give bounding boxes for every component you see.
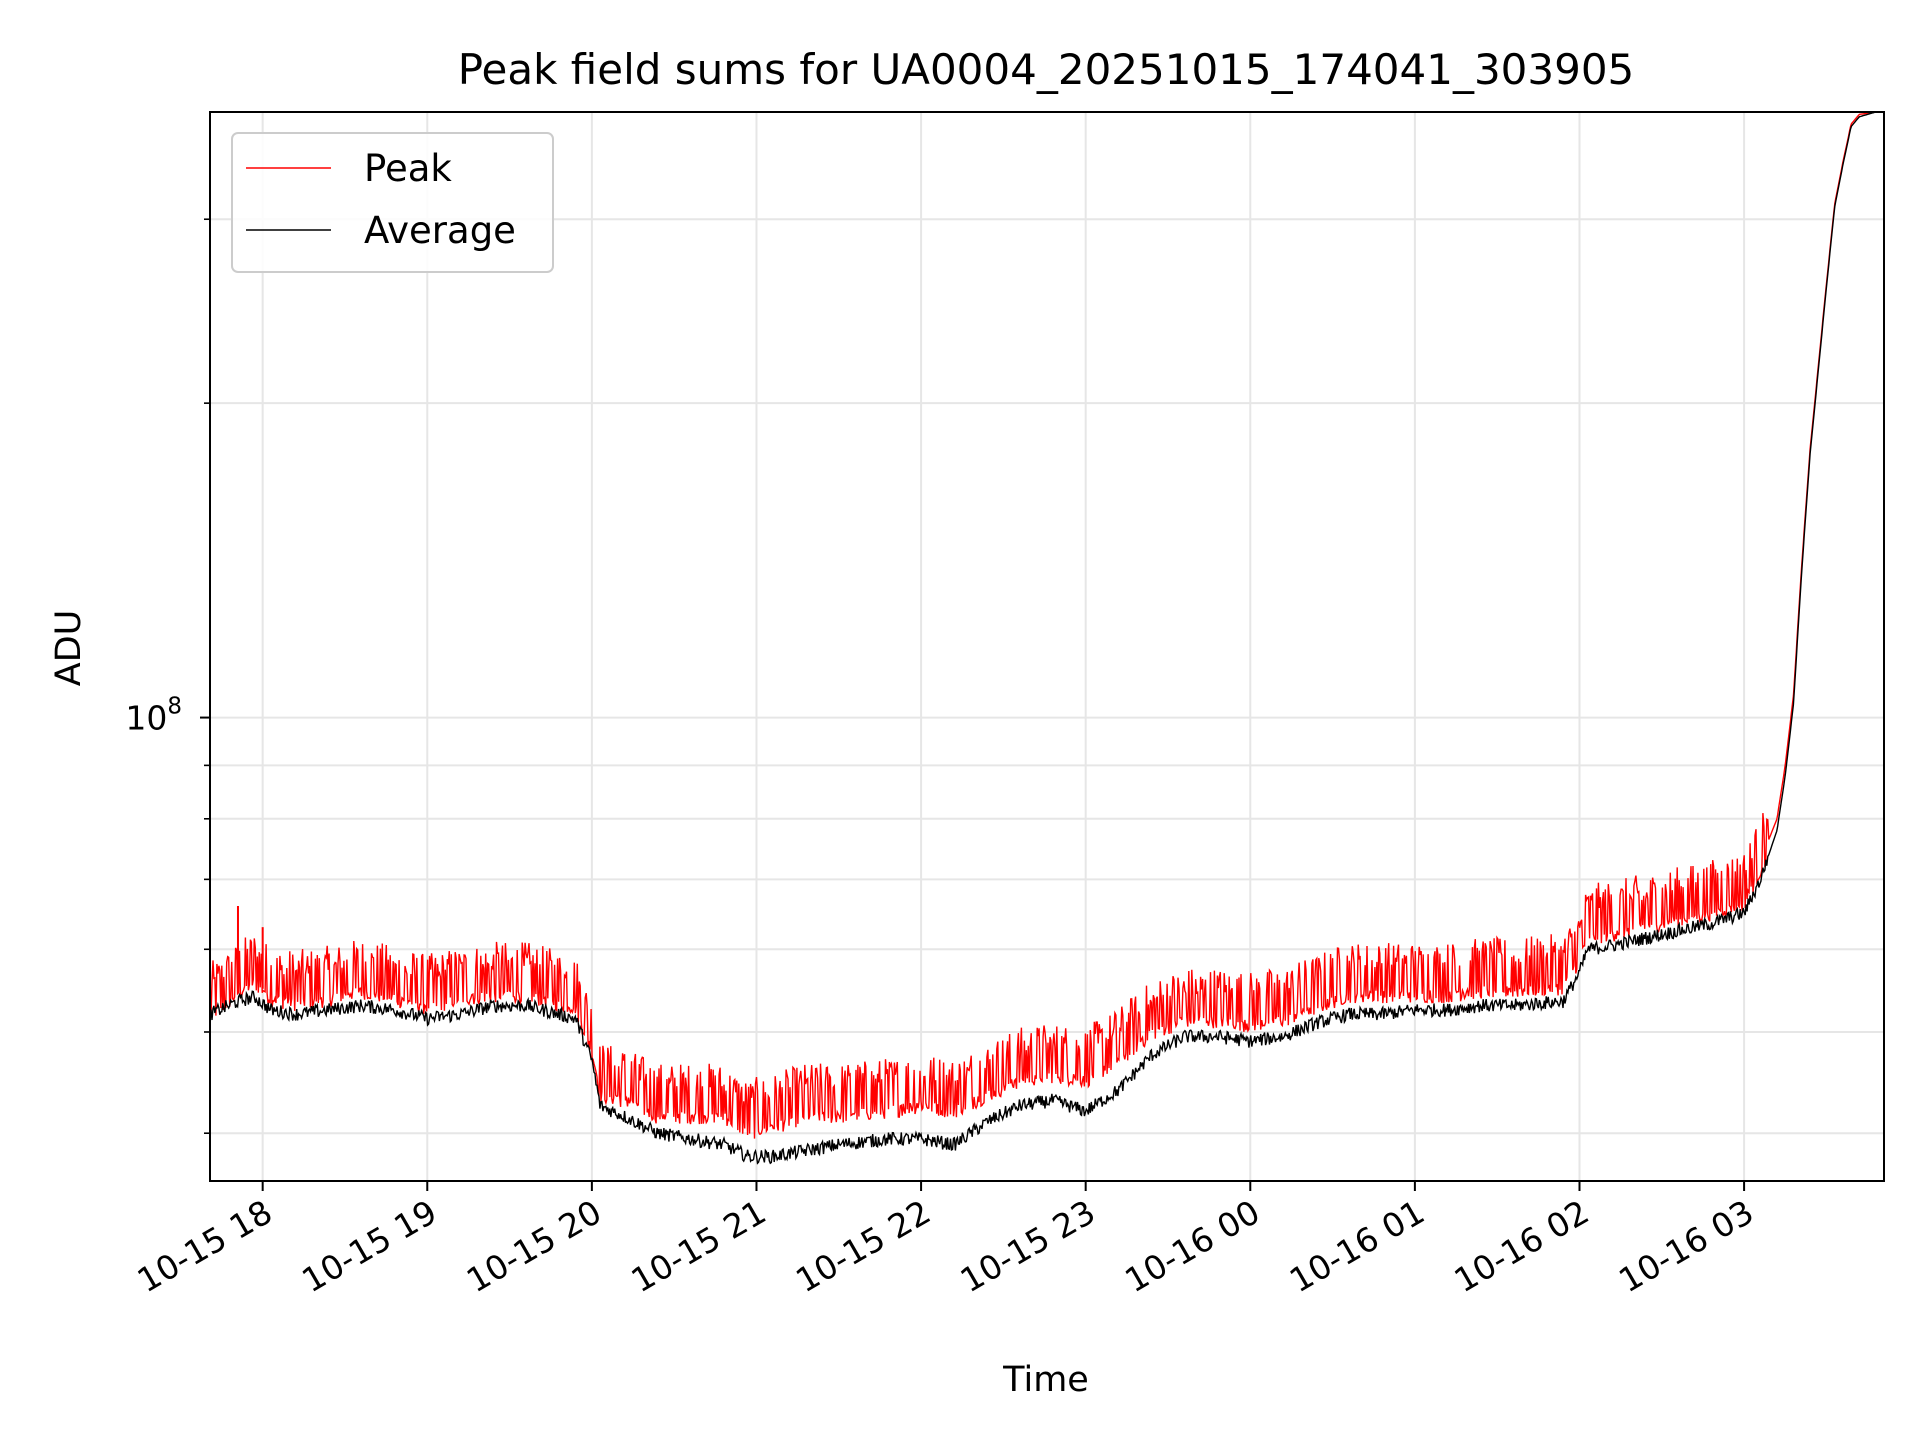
x-axis-label: Time [1002,1360,1089,1400]
grid [210,112,1884,1181]
y-axis-label: ADU [49,610,89,687]
y-tick-label-base: 10 [125,699,167,738]
legend-label-peak: Peak [364,147,452,190]
series-layer [210,112,1884,1165]
series-line-average [210,112,1884,1165]
y-tick-label-exponent: 8 [167,694,182,720]
y-tick-label: 108 [125,694,182,738]
series-line-peak [210,112,1884,1139]
legend-label-average: Average [364,209,516,252]
chart-title: Peak field sums for UA0004_20251015_1740… [458,45,1635,94]
plot-area-frame [209,111,1885,1182]
legend: Peak Average [231,132,554,273]
